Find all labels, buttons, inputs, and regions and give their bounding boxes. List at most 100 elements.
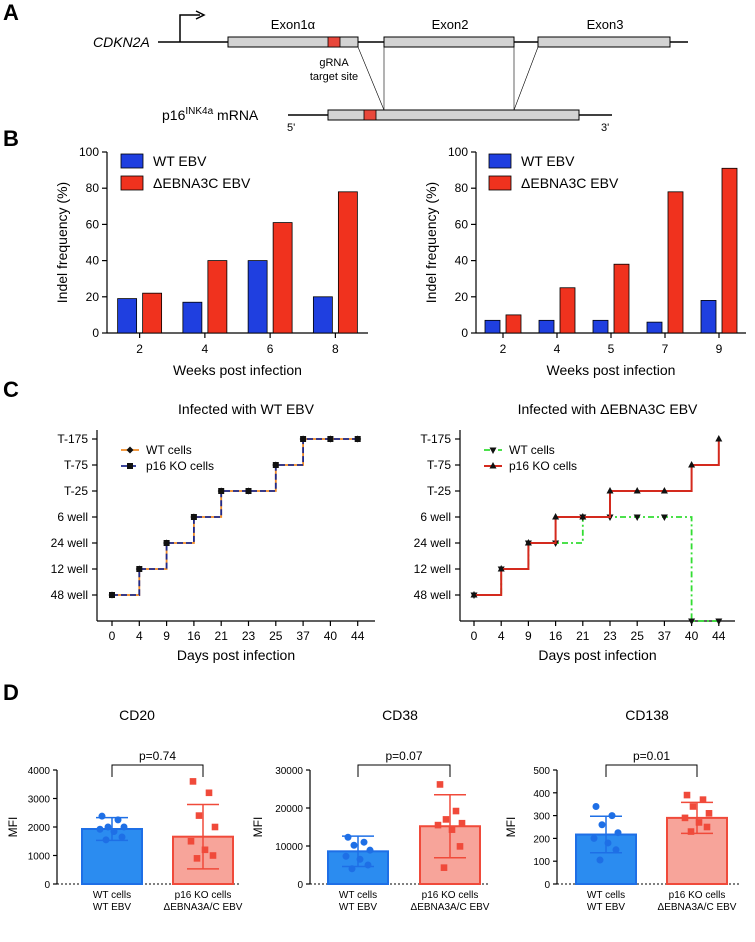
- x-tick-label: 16: [549, 629, 563, 643]
- x-category-label: ΔEBNA3A/C EBV: [658, 902, 737, 913]
- marker-square: [218, 488, 225, 494]
- bar-debna3c-ebv: [559, 287, 576, 334]
- x-tick-label: 5: [608, 342, 615, 356]
- bar-wt-ebv: [247, 260, 268, 334]
- marker-square: [163, 540, 170, 546]
- exon-box: [383, 36, 515, 48]
- x-tick-label: 4: [554, 342, 561, 356]
- y-tick-label: 12 well: [51, 562, 88, 576]
- legend-label: p16 KO cells: [146, 459, 214, 473]
- bar-debna3c-ebv: [207, 260, 228, 334]
- y-tick-label: 48 well: [51, 588, 88, 602]
- data-point: [193, 855, 201, 862]
- y-tick-label: 0: [44, 880, 50, 891]
- data-point: [699, 796, 707, 803]
- chart-title: CD38: [382, 707, 418, 723]
- y-tick-label: 300: [533, 812, 550, 823]
- bar-wt-ebv: [592, 319, 609, 334]
- y-tick-label: 20: [86, 290, 100, 304]
- data-point: [364, 861, 372, 869]
- x-tick-label: 23: [242, 629, 256, 643]
- legend-swatch: [120, 175, 144, 191]
- line-p16-ko-cells: [474, 439, 720, 596]
- y-axis-title: MFI: [6, 817, 20, 838]
- y-tick-label: 24 well: [414, 536, 451, 550]
- x-tick-label: 37: [658, 629, 672, 643]
- y-tick-label: T-75: [427, 458, 451, 472]
- data-point: [356, 855, 364, 863]
- marker-triangle-up: [470, 591, 478, 598]
- data-point: [205, 789, 213, 797]
- line-p16-ko-cells: [112, 438, 358, 596]
- marker-triangle-up: [552, 513, 560, 520]
- data-point: [614, 829, 622, 837]
- legend-swatch: [488, 153, 512, 169]
- data-point: [189, 778, 197, 785]
- y-tick-label: 100: [533, 857, 550, 868]
- cdkn2a-schematic: CDKN2A Exon1α Exon2 Exon3 gRNA target site p16…: [93, 10, 688, 134]
- data-point: [114, 816, 122, 824]
- chart-title: CD138: [625, 707, 669, 723]
- y-tick-label: T-175: [420, 432, 451, 446]
- legend-label: p16 KO cells: [509, 459, 577, 473]
- panel-label-d: D: [3, 680, 19, 705]
- legend-marker: [489, 462, 497, 469]
- x-category-label: p16 KO cells: [175, 890, 232, 901]
- x-tick-label: 4: [136, 629, 143, 643]
- data-point: [434, 821, 442, 829]
- y-tick-label: 1000: [28, 852, 51, 863]
- y-tick-label: 80: [86, 181, 100, 195]
- y-tick-label: 0: [92, 326, 99, 340]
- x-tick-label: 37: [296, 629, 310, 643]
- x-tick-label: 0: [109, 629, 116, 643]
- data-point: [96, 825, 104, 833]
- x-tick-label: 9: [525, 629, 532, 643]
- y-tick-label: T-25: [427, 484, 451, 498]
- data-point: [440, 864, 448, 871]
- splice-line: [357, 46, 385, 111]
- data-point: [695, 819, 703, 826]
- legend-label: ΔEBNA3C EBV: [521, 175, 619, 191]
- bar-debna3c-ebv: [337, 191, 358, 334]
- y-tick-label: 40: [455, 254, 469, 268]
- chart-title: Infected with WT EBV: [178, 401, 315, 417]
- data-point: [608, 812, 616, 820]
- y-axis-title: Indel frequency (%): [54, 182, 70, 303]
- data-point: [195, 812, 203, 819]
- splice-line: [513, 46, 539, 111]
- y-tick-label: 0: [297, 880, 303, 891]
- y-tick-label: T-175: [57, 432, 88, 446]
- grna-label: gRNA: [319, 57, 349, 69]
- y-tick-label: 30000: [275, 766, 303, 777]
- y-tick-label: T-25: [64, 484, 88, 498]
- legend-marker: [489, 447, 497, 454]
- y-tick-label: 0: [461, 326, 468, 340]
- marker-square: [190, 514, 197, 520]
- marker-triangle-up: [524, 539, 532, 546]
- marker-triangle-down: [633, 514, 641, 521]
- y-tick-label: 24 well: [51, 536, 88, 550]
- bar-wt-ebv: [484, 319, 501, 334]
- x-tick-label: 8: [332, 342, 339, 356]
- legend-marker: [127, 463, 133, 469]
- y-tick-label: T-75: [64, 458, 88, 472]
- data-point: [596, 856, 604, 864]
- x-tick-label: 0: [471, 629, 478, 643]
- panel-c-passage-charts: Infected with WT EBV 48 well 12 well 24 wel…: [51, 401, 735, 663]
- mrna-suffix: mRNA: [213, 107, 259, 123]
- x-category-label: ΔEBNA3A/C EBV: [164, 902, 243, 913]
- x-tick-label: 25: [631, 629, 645, 643]
- y-tick-label: 10000: [275, 842, 303, 853]
- bar-wt-ebv: [182, 301, 203, 334]
- x-axis-title: Weeks post infection: [547, 362, 676, 378]
- data-point: [201, 846, 209, 854]
- marker-triangle-up: [606, 487, 614, 494]
- exon-box: [227, 36, 359, 48]
- marker-triangle-up: [497, 565, 505, 572]
- y-tick-label: 40: [86, 254, 100, 268]
- marker-triangle-down: [715, 618, 723, 625]
- x-category-label: WT EBV: [339, 902, 377, 913]
- p-value-label: p=0.07: [385, 749, 422, 763]
- significance-bracket: [357, 764, 451, 777]
